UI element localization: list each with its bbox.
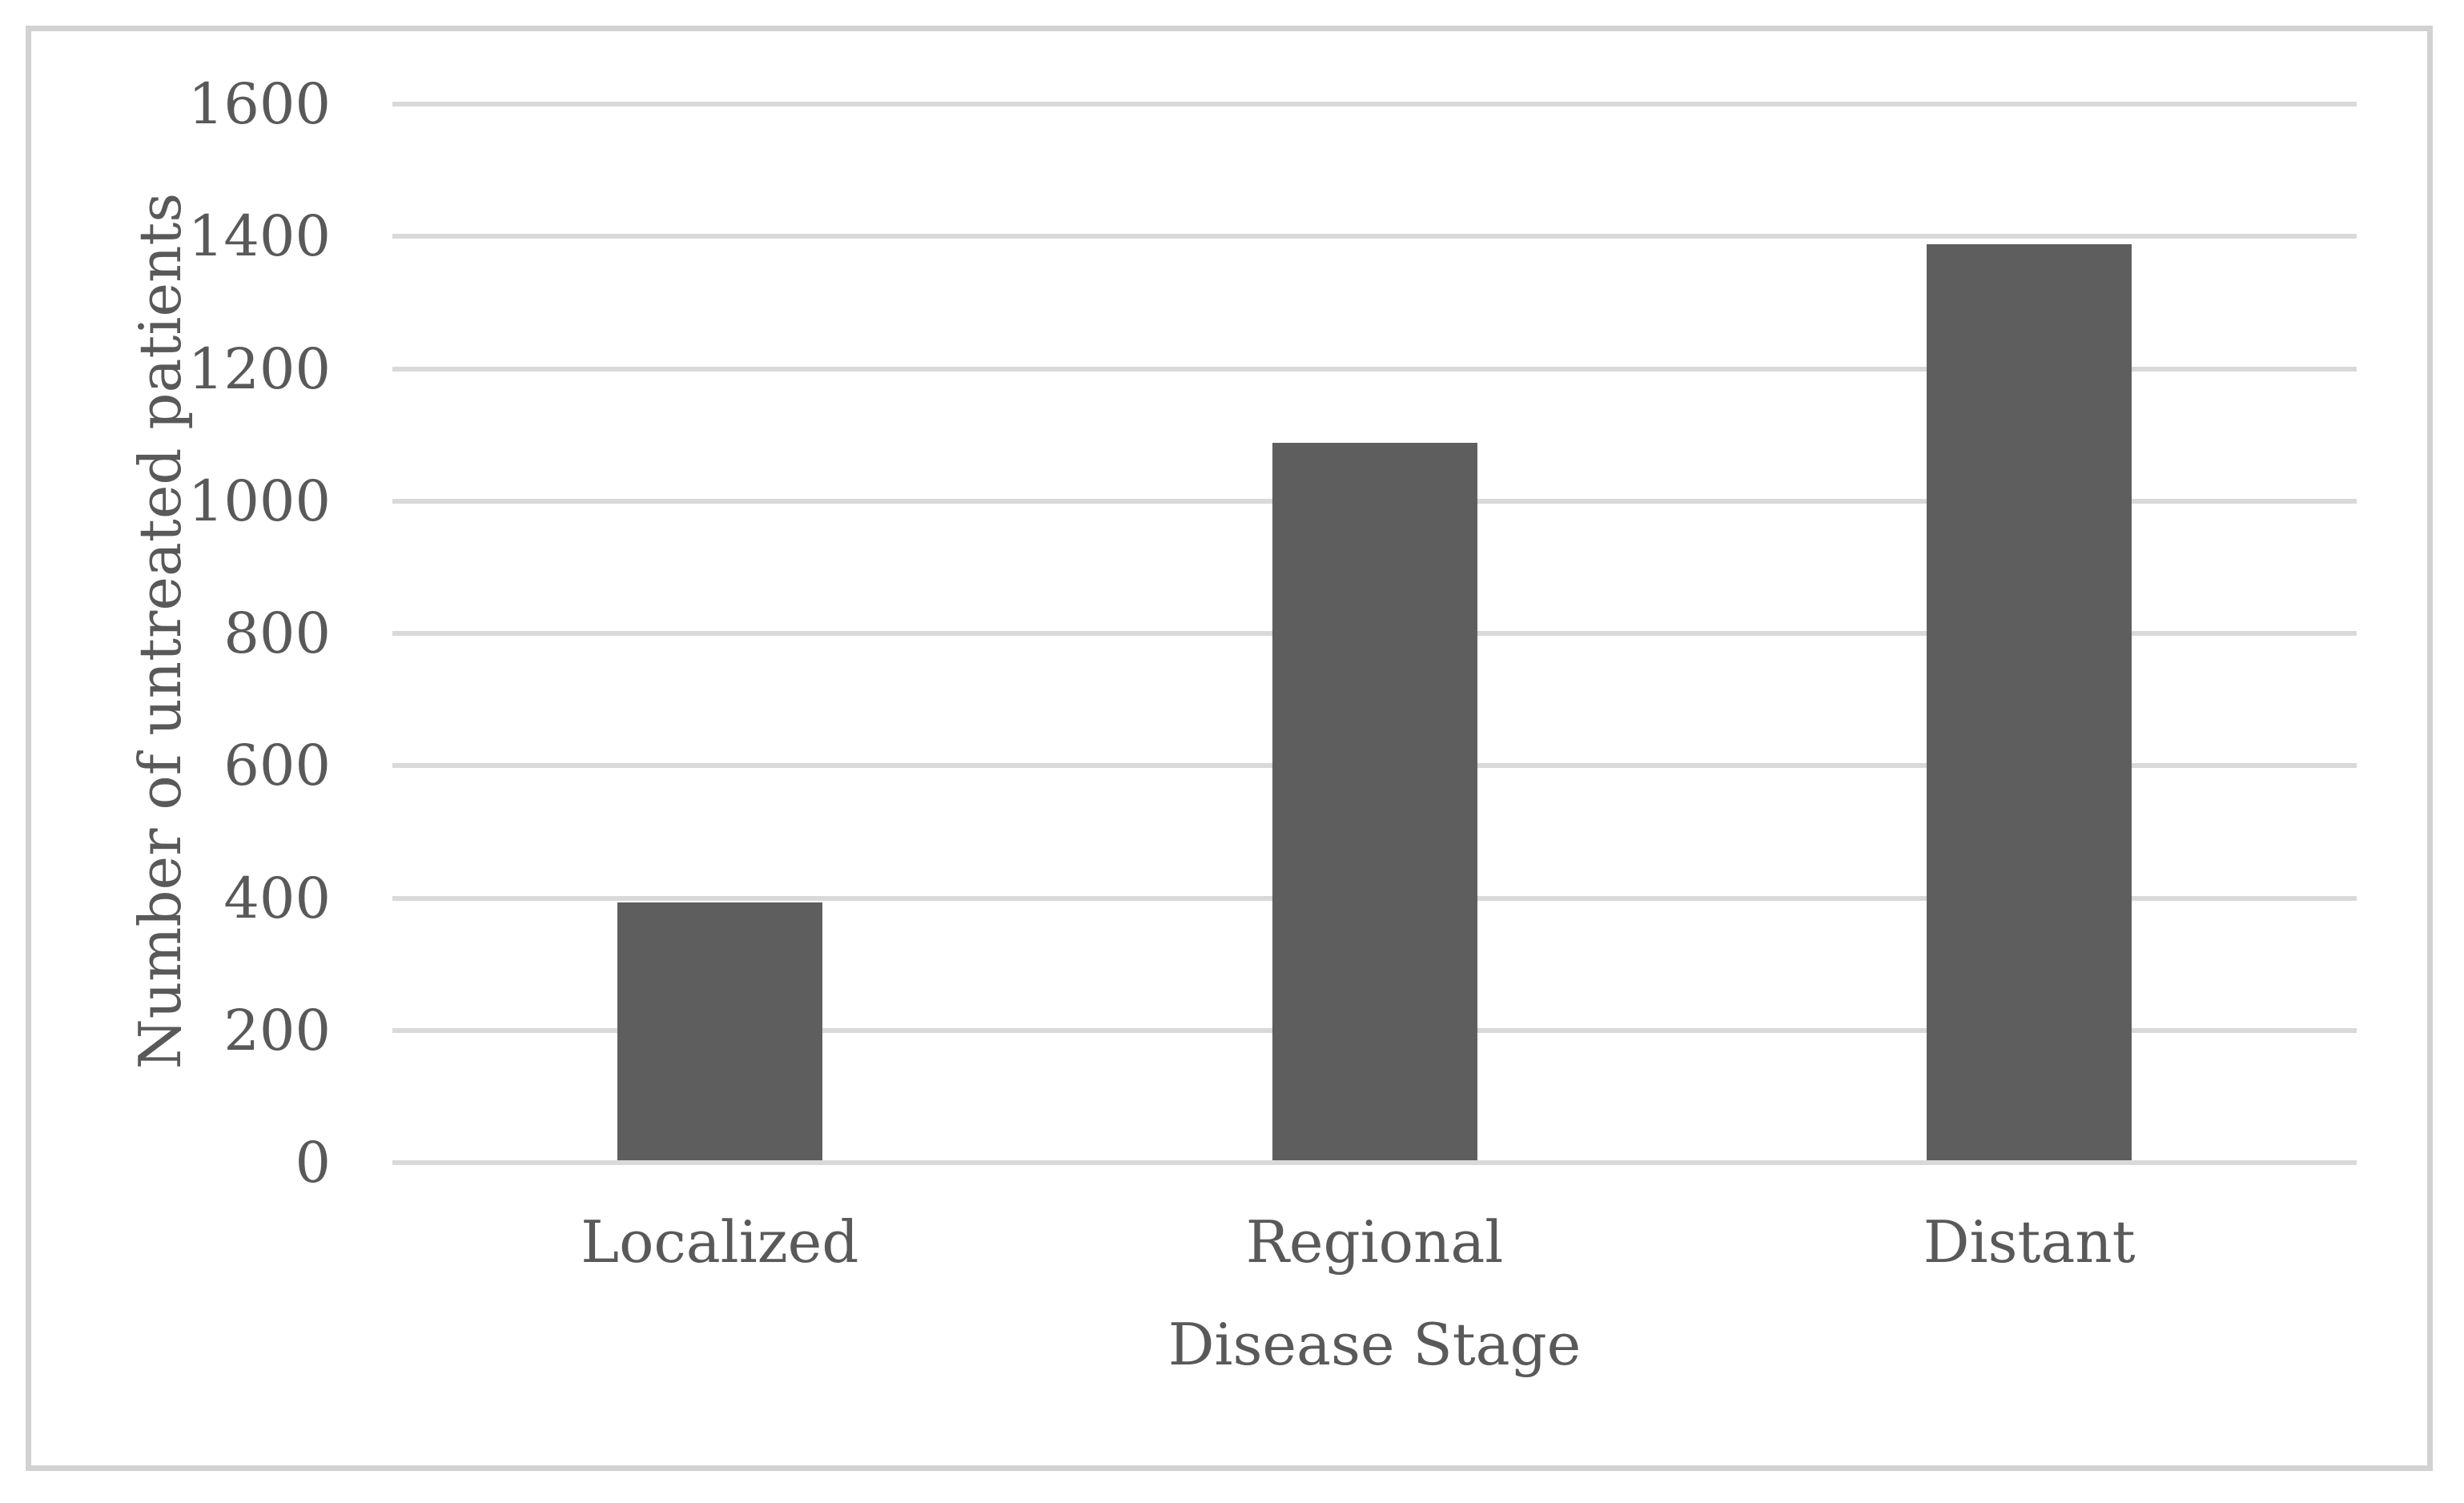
gridline-1200: [392, 366, 2357, 372]
y-tick-label-1000: 1000: [187, 468, 331, 534]
chart-frame-border: Number of untreated patients 0 200 400 600 8…: [26, 26, 2433, 1471]
plot-area: [392, 102, 2357, 1165]
y-tick-label-400: 400: [223, 865, 331, 931]
x-category-label-localized: Localized: [581, 1208, 859, 1276]
x-category-label-distant: Distant: [1923, 1208, 2136, 1276]
gridline-0: [392, 1160, 2357, 1165]
y-tick-label-0: 0: [295, 1130, 331, 1196]
y-tick-label-1200: 1200: [187, 336, 331, 402]
bar-localized: [617, 902, 822, 1160]
x-axis-category-labels: Localized Regional Distant: [392, 1213, 2357, 1285]
y-tick-label-200: 200: [223, 997, 331, 1063]
gridline-1400: [392, 234, 2357, 239]
x-axis-title: Disease Stage: [1168, 1311, 1582, 1378]
gridline-1600: [392, 102, 2357, 106]
y-tick-label-800: 800: [223, 601, 331, 666]
bar-distant: [1927, 243, 2132, 1160]
y-tick-label-1400: 1400: [187, 203, 331, 270]
y-tick-label-1600: 1600: [187, 71, 331, 137]
y-axis-tick-labels: 0 200 400 600 800 1000 1200 1400 1600: [31, 76, 331, 1191]
x-category-label-regional: Regional: [1245, 1208, 1504, 1276]
y-tick-label-600: 600: [223, 733, 331, 799]
bar-regional: [1272, 442, 1477, 1160]
